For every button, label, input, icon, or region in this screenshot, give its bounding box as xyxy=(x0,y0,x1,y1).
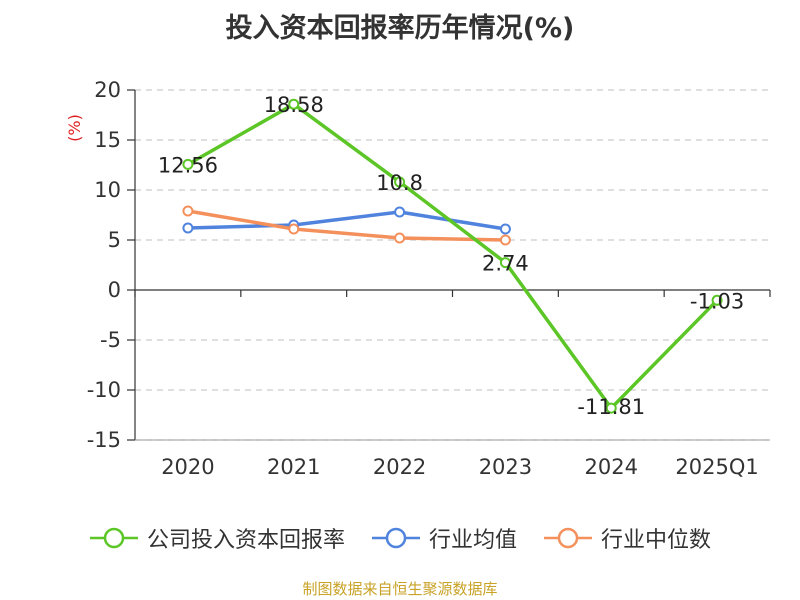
grid-lines xyxy=(135,89,770,441)
legend-item[interactable]: 行业中位数 xyxy=(543,522,711,554)
legend-label: 公司投入资本回报率 xyxy=(146,528,345,553)
y-tick-label: 15 xyxy=(94,128,121,152)
legend-marker-icon xyxy=(371,527,420,549)
data-point xyxy=(182,205,194,217)
legend-item[interactable]: 行业均值 xyxy=(371,522,517,554)
axes: 20 15 10 5 0 -5 -10 -15 2020 2021 2022 2023 2024 2025… xyxy=(87,78,771,479)
y-tick-label: 10 xyxy=(94,178,121,202)
data-point xyxy=(288,98,300,110)
data-point xyxy=(394,232,406,244)
data-point xyxy=(394,176,406,188)
x-tick-label: 2021 xyxy=(267,455,320,479)
x-tick-label: 2024 xyxy=(585,455,638,479)
y-tick-label: -10 xyxy=(87,378,121,402)
legend-marker-icon xyxy=(89,527,138,549)
data-point xyxy=(394,206,406,218)
data-point xyxy=(182,222,194,234)
y-tick-label: 20 xyxy=(94,78,121,102)
series-line-0 xyxy=(187,102,719,410)
data-point xyxy=(711,294,723,306)
y-axis-label: (%) xyxy=(65,114,84,142)
x-tick-label: 2025Q1 xyxy=(675,455,758,479)
data-point xyxy=(499,223,511,235)
data-label: -11.81 xyxy=(577,395,645,419)
y-tick-label: 0 xyxy=(108,278,121,302)
source-note: 制图数据来自恒生聚源数据库 xyxy=(302,580,498,598)
legend-label: 行业中位数 xyxy=(601,528,712,553)
data-label: 18.58 xyxy=(264,93,324,117)
data-label: 10.8 xyxy=(376,171,423,195)
y-tick-label: -5 xyxy=(100,328,121,352)
y-tick-label: 5 xyxy=(108,228,121,252)
data-label: 12.56 xyxy=(158,153,218,177)
data-point xyxy=(182,158,194,170)
data-point xyxy=(499,234,511,246)
legend-marker-icon xyxy=(544,527,592,549)
y-tick-label: -15 xyxy=(87,428,121,452)
data-label: -1.03 xyxy=(690,289,744,313)
legend-label: 行业均值 xyxy=(428,528,517,553)
series-line-2 xyxy=(187,209,506,242)
data-label: 2.74 xyxy=(482,252,529,276)
chart-title: 投入资本回报率历年情况(%) xyxy=(225,13,575,44)
data-labels: 12.56 18.58 10.8 2.74 -11.81 -1.03 xyxy=(158,93,744,419)
x-tick-label: 2020 xyxy=(161,455,214,479)
legend: 公司投入资本回报率 行业均值 行业中位数 xyxy=(0,518,800,558)
series-lines xyxy=(182,98,723,414)
legend-item[interactable]: 公司投入资本回报率 xyxy=(89,522,345,554)
data-point xyxy=(499,257,511,269)
data-point xyxy=(288,223,300,235)
data-point xyxy=(605,402,617,414)
x-tick-label: 2023 xyxy=(479,455,532,479)
x-tick-label: 2022 xyxy=(373,455,426,479)
